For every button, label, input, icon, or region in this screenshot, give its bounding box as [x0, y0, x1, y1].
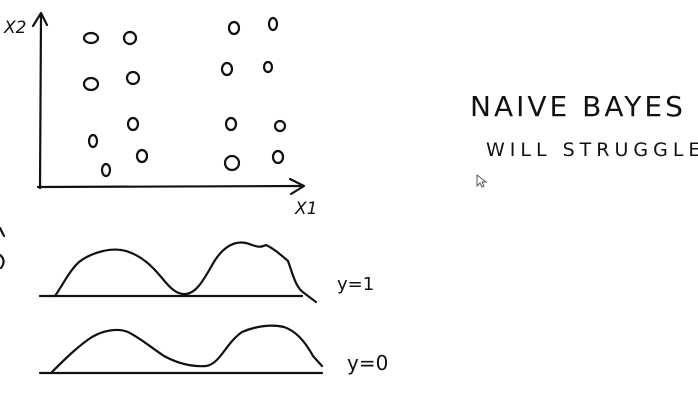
- mouse-pointer-icon: [476, 173, 488, 188]
- data-point-filled: [100, 162, 112, 178]
- distribution-y0: y=0: [38, 324, 388, 375]
- data-point-filled: [262, 60, 274, 74]
- data-point-open: [122, 30, 138, 46]
- curve-y0: [50, 324, 324, 374]
- data-point-open: [273, 119, 287, 133]
- data-point-open: [82, 76, 100, 92]
- cut-off-mark-bottom: [0, 253, 5, 270]
- data-point-filled: [126, 116, 140, 132]
- data-point-filled: [135, 148, 149, 164]
- distribution-y1: y=1: [38, 241, 374, 304]
- scatter-plot: X2 X1: [3, 11, 317, 219]
- y-axis-label: X2: [3, 18, 26, 38]
- label-y0: y=0: [347, 351, 388, 375]
- note: NAIVE BAYES WILL STRUGGLE: [470, 90, 698, 161]
- data-point-filled: [220, 61, 234, 77]
- data-point-filled: [227, 20, 241, 36]
- data-point-open: [271, 149, 285, 165]
- x-axis: [36, 184, 305, 189]
- data-point-filled: [267, 16, 279, 32]
- note-line-1: NAIVE BAYES: [470, 90, 686, 123]
- data-point-open: [82, 31, 100, 45]
- data-point-filled: [87, 133, 99, 149]
- curve-y1: [53, 241, 318, 304]
- data-point-open: [224, 116, 238, 132]
- x-axis-label: X1: [294, 199, 317, 219]
- data-point-open: [125, 70, 141, 86]
- y-axis-arrowhead: [31, 11, 49, 28]
- cut-off-mark-top: [0, 226, 6, 238]
- y-axis: [38, 12, 43, 190]
- data-point-open: [223, 154, 241, 172]
- x-axis-arrowhead: [288, 177, 306, 196]
- note-line-2: WILL STRUGGLE: [486, 139, 698, 161]
- label-y1: y=1: [337, 274, 374, 295]
